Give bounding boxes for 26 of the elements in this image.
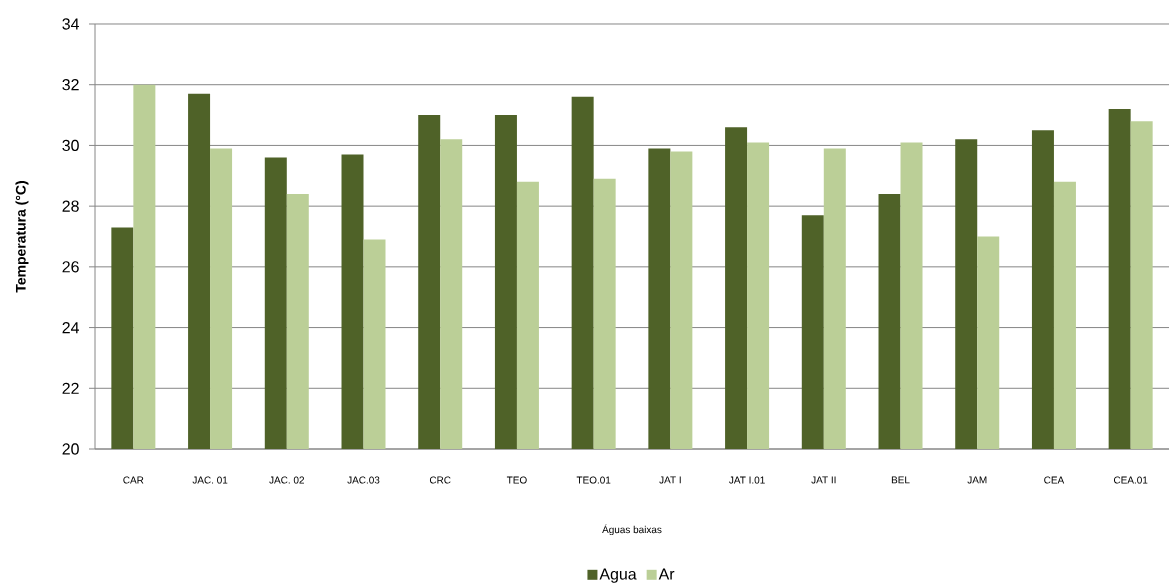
x-tick-label: JAC. 02 [269,476,304,484]
y-tick-label: 32 [62,79,79,91]
x-tick-label: CEA [1044,476,1065,484]
y-tick-label: 34 [62,18,79,30]
x-tick-label: JAC.03 [347,476,380,484]
y-tick-label: 30 [62,139,79,152]
y-tick-label: 20 [62,443,79,455]
y-tick-label: 26 [62,261,79,273]
x-tick-label: JAT I [659,476,681,484]
y-axis-title: Temperatura (°C) [15,181,29,293]
x-tick-label: JAT I.01 [729,476,765,484]
x-tick-label: JAC. 01 [192,476,228,484]
x-tick-label: CRC [429,476,451,484]
x-tick-label: JAT II [811,476,836,484]
x-tick-label: TEO.01 [576,476,611,484]
x-tick-label: JAM [967,476,987,484]
x-tick-label: BEL [891,476,910,484]
legend-label: Ar [658,568,675,580]
x-tick-label: TEO [506,476,527,484]
x-axis-title: Águas baixas [602,524,662,536]
y-tick-label: 24 [62,322,79,334]
y-tick-label: 22 [62,382,79,394]
x-tick-label: CEA.01 [1113,476,1148,484]
y-tick-label: 28 [62,200,79,212]
x-tick-label: CAR [123,476,144,484]
legend-label: Agua [599,568,637,583]
